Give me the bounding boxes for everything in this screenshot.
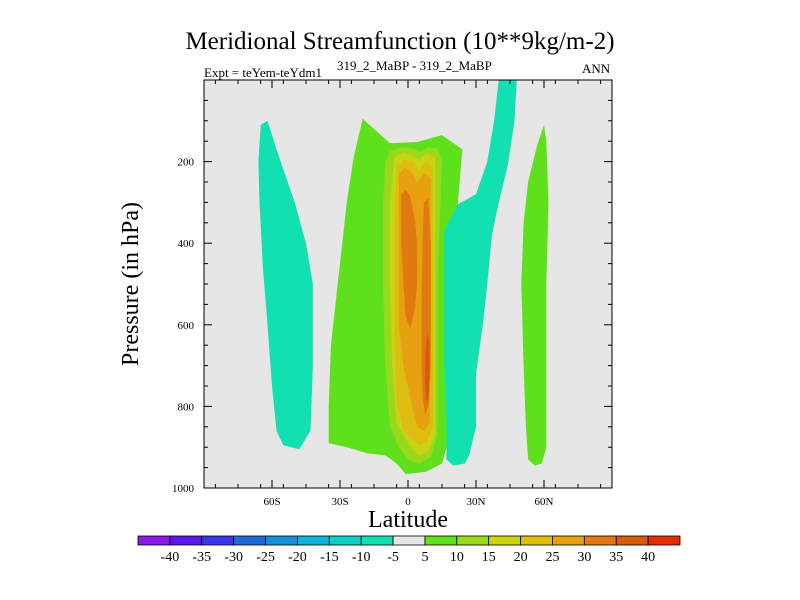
colorbar-label: 10 [450,550,464,565]
colorbar-box [647,535,681,546]
colorbar-label: -20 [288,550,307,565]
y-tick-label: 400 [178,238,195,250]
colorbar-label: 35 [609,550,623,565]
colorbar-label: -40 [161,550,180,565]
colorbar-box [456,535,490,546]
colorbar-label: 15 [482,550,496,565]
contour-fills [258,80,549,475]
x-tick-label: 30N [467,496,486,508]
y-tick-label: 600 [178,320,195,332]
y-tick-label: 800 [178,401,195,413]
colorbar-box [297,535,330,546]
x-tick-label: 0 [405,496,411,508]
colorbar-box [552,535,585,546]
y-axis-label: Pressure (in hPa) [118,202,144,366]
colorbar-label: 25 [545,550,559,565]
colorbar-box [169,535,203,546]
colorbar-box [328,535,362,546]
colorbar-box [137,535,171,546]
colorbar-box [615,535,649,546]
colorbar-box [424,535,458,546]
y-tick-label: 200 [178,157,195,169]
colorbar-box [520,535,553,546]
colorbar-label: -5 [387,550,399,565]
contour-nh-ferrel-cell [444,80,517,466]
colorbar-box [265,535,298,546]
colorbar-label: 30 [577,550,591,565]
colorbar-label: -30 [224,550,243,565]
contour-nh-polar-green [521,124,549,466]
colorbar-box [392,535,426,546]
colorbar-label: -10 [352,550,371,565]
colorbar-label: -15 [320,550,339,565]
chart-title: Meridional Streamfunction (10**9kg/m-2) [185,28,615,55]
contour-hadley-30 [401,190,418,329]
colorbar-box [201,535,235,546]
x-tick-label: 30S [331,496,348,508]
colorbar-label: 40 [641,550,655,565]
colorbar-label: 20 [514,550,528,565]
colorbar-box [583,535,617,546]
colorbar-box [233,535,266,546]
experiment-label: Expt = teYem-teYdm1 [204,65,322,80]
axis-tick-labels: 60S 30S 0 30N 60N 200 400 600 800 1000 [172,157,554,508]
contour-sh-polar-cell [258,120,313,450]
colorbar-box [488,535,521,546]
colorbar: -40 -35 -30 -25 -20 -15 -10 -5 5 10 15 20 25 30 35 40 [137,535,681,565]
contour-hadley-35 [425,333,430,403]
colorbar-box [360,535,394,546]
x-axis-label: Latitude [368,507,448,533]
x-tick-label: 60S [263,496,280,508]
colorbar-label: 5 [421,550,428,565]
season-label: ANN [582,61,611,76]
axis-ticks [204,80,612,489]
x-tick-label: 60N [535,496,554,508]
colorbar-label: -25 [256,550,275,565]
colorbar-label: -35 [192,550,211,565]
y-tick-label: 1000 [172,483,195,495]
case-label: 319_2_MaBP - 319_2_MaBP [337,58,492,73]
